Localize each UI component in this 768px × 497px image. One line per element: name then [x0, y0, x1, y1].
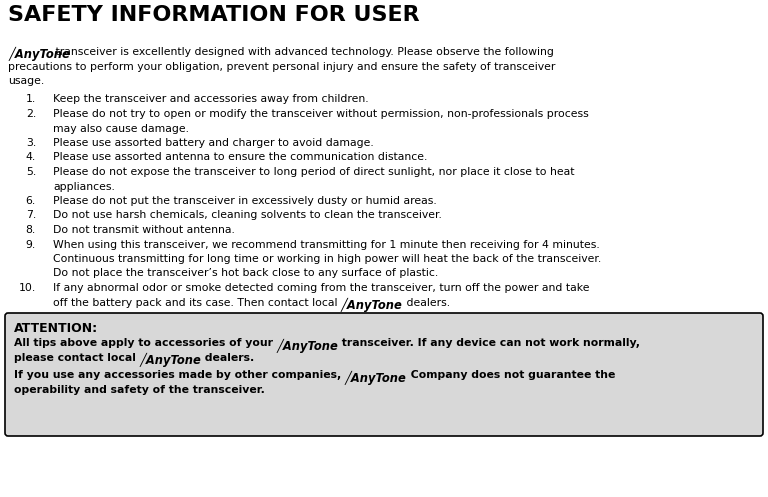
Text: Please use assorted battery and charger to avoid damage.: Please use assorted battery and charger … [53, 138, 374, 148]
Text: Please do not put the transceiver in excessively dusty or humid areas.: Please do not put the transceiver in exc… [53, 196, 437, 206]
Text: 6.: 6. [26, 196, 36, 206]
Text: 2.: 2. [26, 109, 36, 119]
Text: Do not transmit without antenna.: Do not transmit without antenna. [53, 225, 235, 235]
Text: usage.: usage. [8, 76, 45, 86]
Text: 10.: 10. [18, 283, 36, 293]
Text: Continuous transmitting for long time or working in high power will heat the bac: Continuous transmitting for long time or… [53, 254, 601, 264]
Text: ╱AnyTone: ╱AnyTone [341, 298, 402, 312]
Text: 5.: 5. [26, 167, 36, 177]
Text: Company does not guarantee the: Company does not guarantee the [407, 370, 615, 381]
Text: Please do not expose the transceiver to long period of direct sunlight, nor plac: Please do not expose the transceiver to … [53, 167, 574, 177]
Text: SAFETY INFORMATION FOR USER: SAFETY INFORMATION FOR USER [8, 5, 419, 25]
Text: ATTENTION:: ATTENTION: [14, 322, 98, 335]
Text: All tips above apply to accessories of your: All tips above apply to accessories of y… [14, 338, 276, 348]
Text: Keep the transceiver and accessories away from children.: Keep the transceiver and accessories awa… [53, 94, 369, 104]
Text: 3.: 3. [26, 138, 36, 148]
Text: may also cause damage.: may also cause damage. [53, 123, 189, 134]
Text: precautions to perform your obligation, prevent personal injury and ensure the s: precautions to perform your obligation, … [8, 62, 555, 72]
Text: ╱AnyTone: ╱AnyTone [345, 370, 407, 385]
Text: please contact local: please contact local [14, 353, 140, 363]
Text: 7.: 7. [26, 211, 36, 221]
Text: operability and safety of the transceiver.: operability and safety of the transceive… [14, 385, 265, 395]
Text: transceiver is excellently designed with advanced technology. Please observe the: transceiver is excellently designed with… [52, 47, 554, 57]
Text: If any abnormal odor or smoke detected coming from the transceiver, turn off the: If any abnormal odor or smoke detected c… [53, 283, 590, 293]
Text: Please do not try to open or modify the transceiver without permission, non-prof: Please do not try to open or modify the … [53, 109, 589, 119]
Text: Do not place the transceiver’s hot back close to any surface of plastic.: Do not place the transceiver’s hot back … [53, 268, 439, 278]
Text: 1.: 1. [26, 94, 36, 104]
Text: 8.: 8. [26, 225, 36, 235]
Text: ╱AnyTone: ╱AnyTone [276, 338, 339, 353]
Text: ╱AnyTone: ╱AnyTone [8, 47, 70, 61]
Text: transceiver. If any device can not work normally,: transceiver. If any device can not work … [339, 338, 641, 348]
Text: Please use assorted antenna to ensure the communication distance.: Please use assorted antenna to ensure th… [53, 153, 427, 163]
Text: Do not use harsh chemicals, cleaning solvents to clean the transceiver.: Do not use harsh chemicals, cleaning sol… [53, 211, 442, 221]
Text: dealers.: dealers. [201, 353, 255, 363]
Text: dealers.: dealers. [402, 298, 450, 308]
Text: 9.: 9. [26, 240, 36, 249]
Text: If you use any accessories made by other companies,: If you use any accessories made by other… [14, 370, 345, 381]
Text: off the battery pack and its case. Then contact local: off the battery pack and its case. Then … [53, 298, 341, 308]
Text: ╱AnyTone: ╱AnyTone [140, 353, 201, 367]
Text: When using this transceiver, we recommend transmitting for 1 minute then receivi: When using this transceiver, we recommen… [53, 240, 600, 249]
FancyBboxPatch shape [5, 313, 763, 436]
Text: appliances.: appliances. [53, 181, 115, 191]
Text: 4.: 4. [26, 153, 36, 163]
